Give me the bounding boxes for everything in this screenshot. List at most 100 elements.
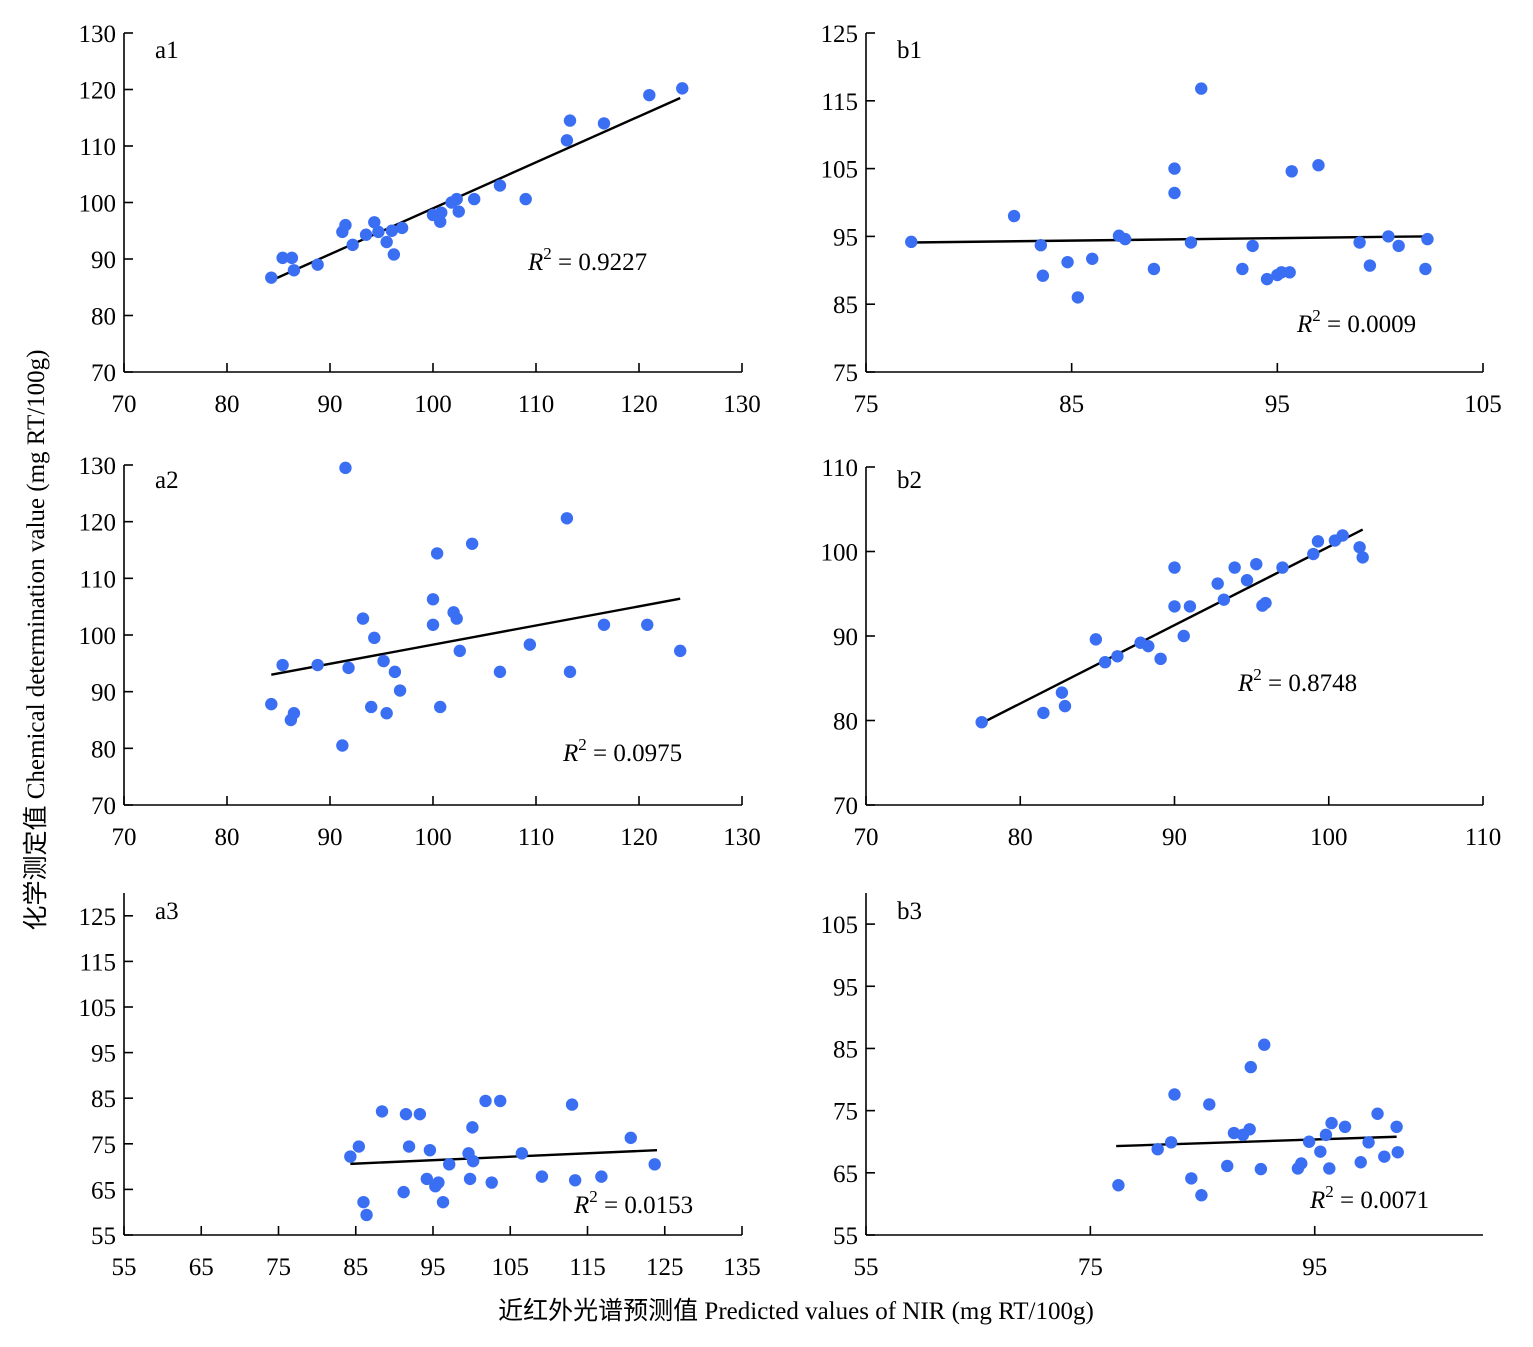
data-point (1055, 686, 1069, 699)
data-point (276, 251, 289, 265)
x-tick-label: 90 (318, 824, 343, 851)
data-point (426, 593, 440, 606)
x-tick-label: 80 (215, 824, 240, 851)
y-tick-label: 100 (79, 623, 117, 650)
x-tick-label: 85 (1059, 391, 1084, 418)
data-point (535, 1170, 549, 1183)
y-tick-label: 70 (91, 793, 116, 820)
data-point (1089, 633, 1103, 646)
data-point (344, 1150, 357, 1163)
data-point (641, 618, 654, 631)
data-point (1392, 239, 1405, 253)
panel-label: a1 (155, 37, 179, 64)
panel-a2: 70 80 90 100 110 120 130 70 80 90 100 110 120 130 a2 R2… (79, 453, 761, 851)
data-point (1250, 557, 1263, 571)
data-point (597, 618, 611, 631)
x-tick-label: 90 (1162, 824, 1187, 851)
data-point (975, 715, 988, 729)
x-tick-label: 105 (492, 1254, 530, 1281)
y-tick-label: 130 (79, 453, 117, 480)
y-tick-label: 90 (91, 680, 116, 707)
data-point (1221, 1159, 1234, 1173)
data-point (339, 461, 352, 475)
r-squared-label: R2 = 0.0975 (562, 735, 682, 767)
data-point (1390, 1120, 1403, 1134)
y-tick-label: 70 (833, 793, 858, 820)
x-tick-label: 125 (646, 1254, 684, 1281)
panel-label: b3 (897, 898, 922, 925)
data-point (479, 1094, 492, 1108)
y-tick-label: 100 (79, 191, 117, 218)
data-point (434, 700, 447, 714)
x-tick-label: 70 (854, 824, 879, 851)
r-squared-label: R2 = 0.0153 (573, 1187, 693, 1219)
data-point (1217, 593, 1231, 606)
y-tick-label: 125 (821, 21, 859, 48)
x-tick-label: 130 (723, 824, 761, 851)
data-point (1314, 1145, 1327, 1158)
data-point (463, 1172, 477, 1186)
data-point (565, 1098, 579, 1111)
y-tick-label: 80 (91, 304, 116, 331)
data-point (339, 218, 352, 232)
data-point (1086, 252, 1099, 265)
data-point (1185, 1172, 1198, 1185)
data-point (676, 82, 689, 95)
data-point (342, 661, 355, 675)
data-point (1183, 600, 1197, 613)
data-point (1391, 1146, 1404, 1159)
y-tick-label: 70 (91, 360, 116, 387)
data-point (393, 684, 407, 697)
x-tick-label: 75 (1078, 1254, 1103, 1281)
data-point (1419, 262, 1432, 276)
data-point (311, 658, 324, 672)
data-point (1240, 574, 1254, 587)
data-point (1112, 1179, 1125, 1192)
data-point (1353, 236, 1366, 249)
data-point (597, 117, 611, 130)
data-point (287, 707, 301, 720)
y-tick-label: 90 (91, 247, 116, 274)
y-tick-label: 105 (821, 157, 859, 184)
y-tick-label: 55 (91, 1223, 116, 1250)
x-tick-label: 100 (1310, 824, 1348, 851)
x-tick-label: 75 (266, 1254, 291, 1281)
data-point (450, 612, 463, 625)
data-point (372, 225, 385, 239)
x-tick-label: 70 (112, 391, 137, 418)
x-tick-label: 95 (421, 1254, 446, 1281)
data-point (1036, 269, 1050, 282)
x-tick-label: 110 (518, 391, 555, 418)
x-tick-label: 70 (112, 824, 137, 851)
data-point (1236, 262, 1249, 276)
data-point (453, 644, 466, 658)
data-point (1154, 652, 1167, 666)
data-point (402, 1140, 416, 1153)
data-point (265, 697, 278, 711)
data-point (1258, 1038, 1271, 1051)
data-point (1111, 650, 1124, 663)
data-point (1244, 1060, 1257, 1074)
data-point (1382, 230, 1395, 243)
data-point (436, 1195, 450, 1209)
data-point (515, 1147, 529, 1160)
data-point (465, 537, 479, 550)
data-point (1302, 1135, 1316, 1148)
x-tick-label: 110 (1465, 824, 1502, 851)
data-point (1254, 1162, 1268, 1176)
data-point (1363, 259, 1377, 272)
data-point (493, 665, 507, 679)
data-point (568, 1174, 582, 1187)
data-point (1037, 706, 1050, 720)
data-point (395, 221, 409, 235)
data-point (336, 739, 349, 752)
data-point (1228, 561, 1241, 574)
data-point (1319, 1128, 1333, 1142)
data-point (360, 1208, 373, 1222)
data-point (905, 235, 918, 249)
data-point (1246, 239, 1259, 253)
data-point (443, 1158, 456, 1171)
y-axis-title: 化学测定值 Chemical determination value (mg R… (22, 349, 50, 930)
data-point (423, 1143, 437, 1157)
